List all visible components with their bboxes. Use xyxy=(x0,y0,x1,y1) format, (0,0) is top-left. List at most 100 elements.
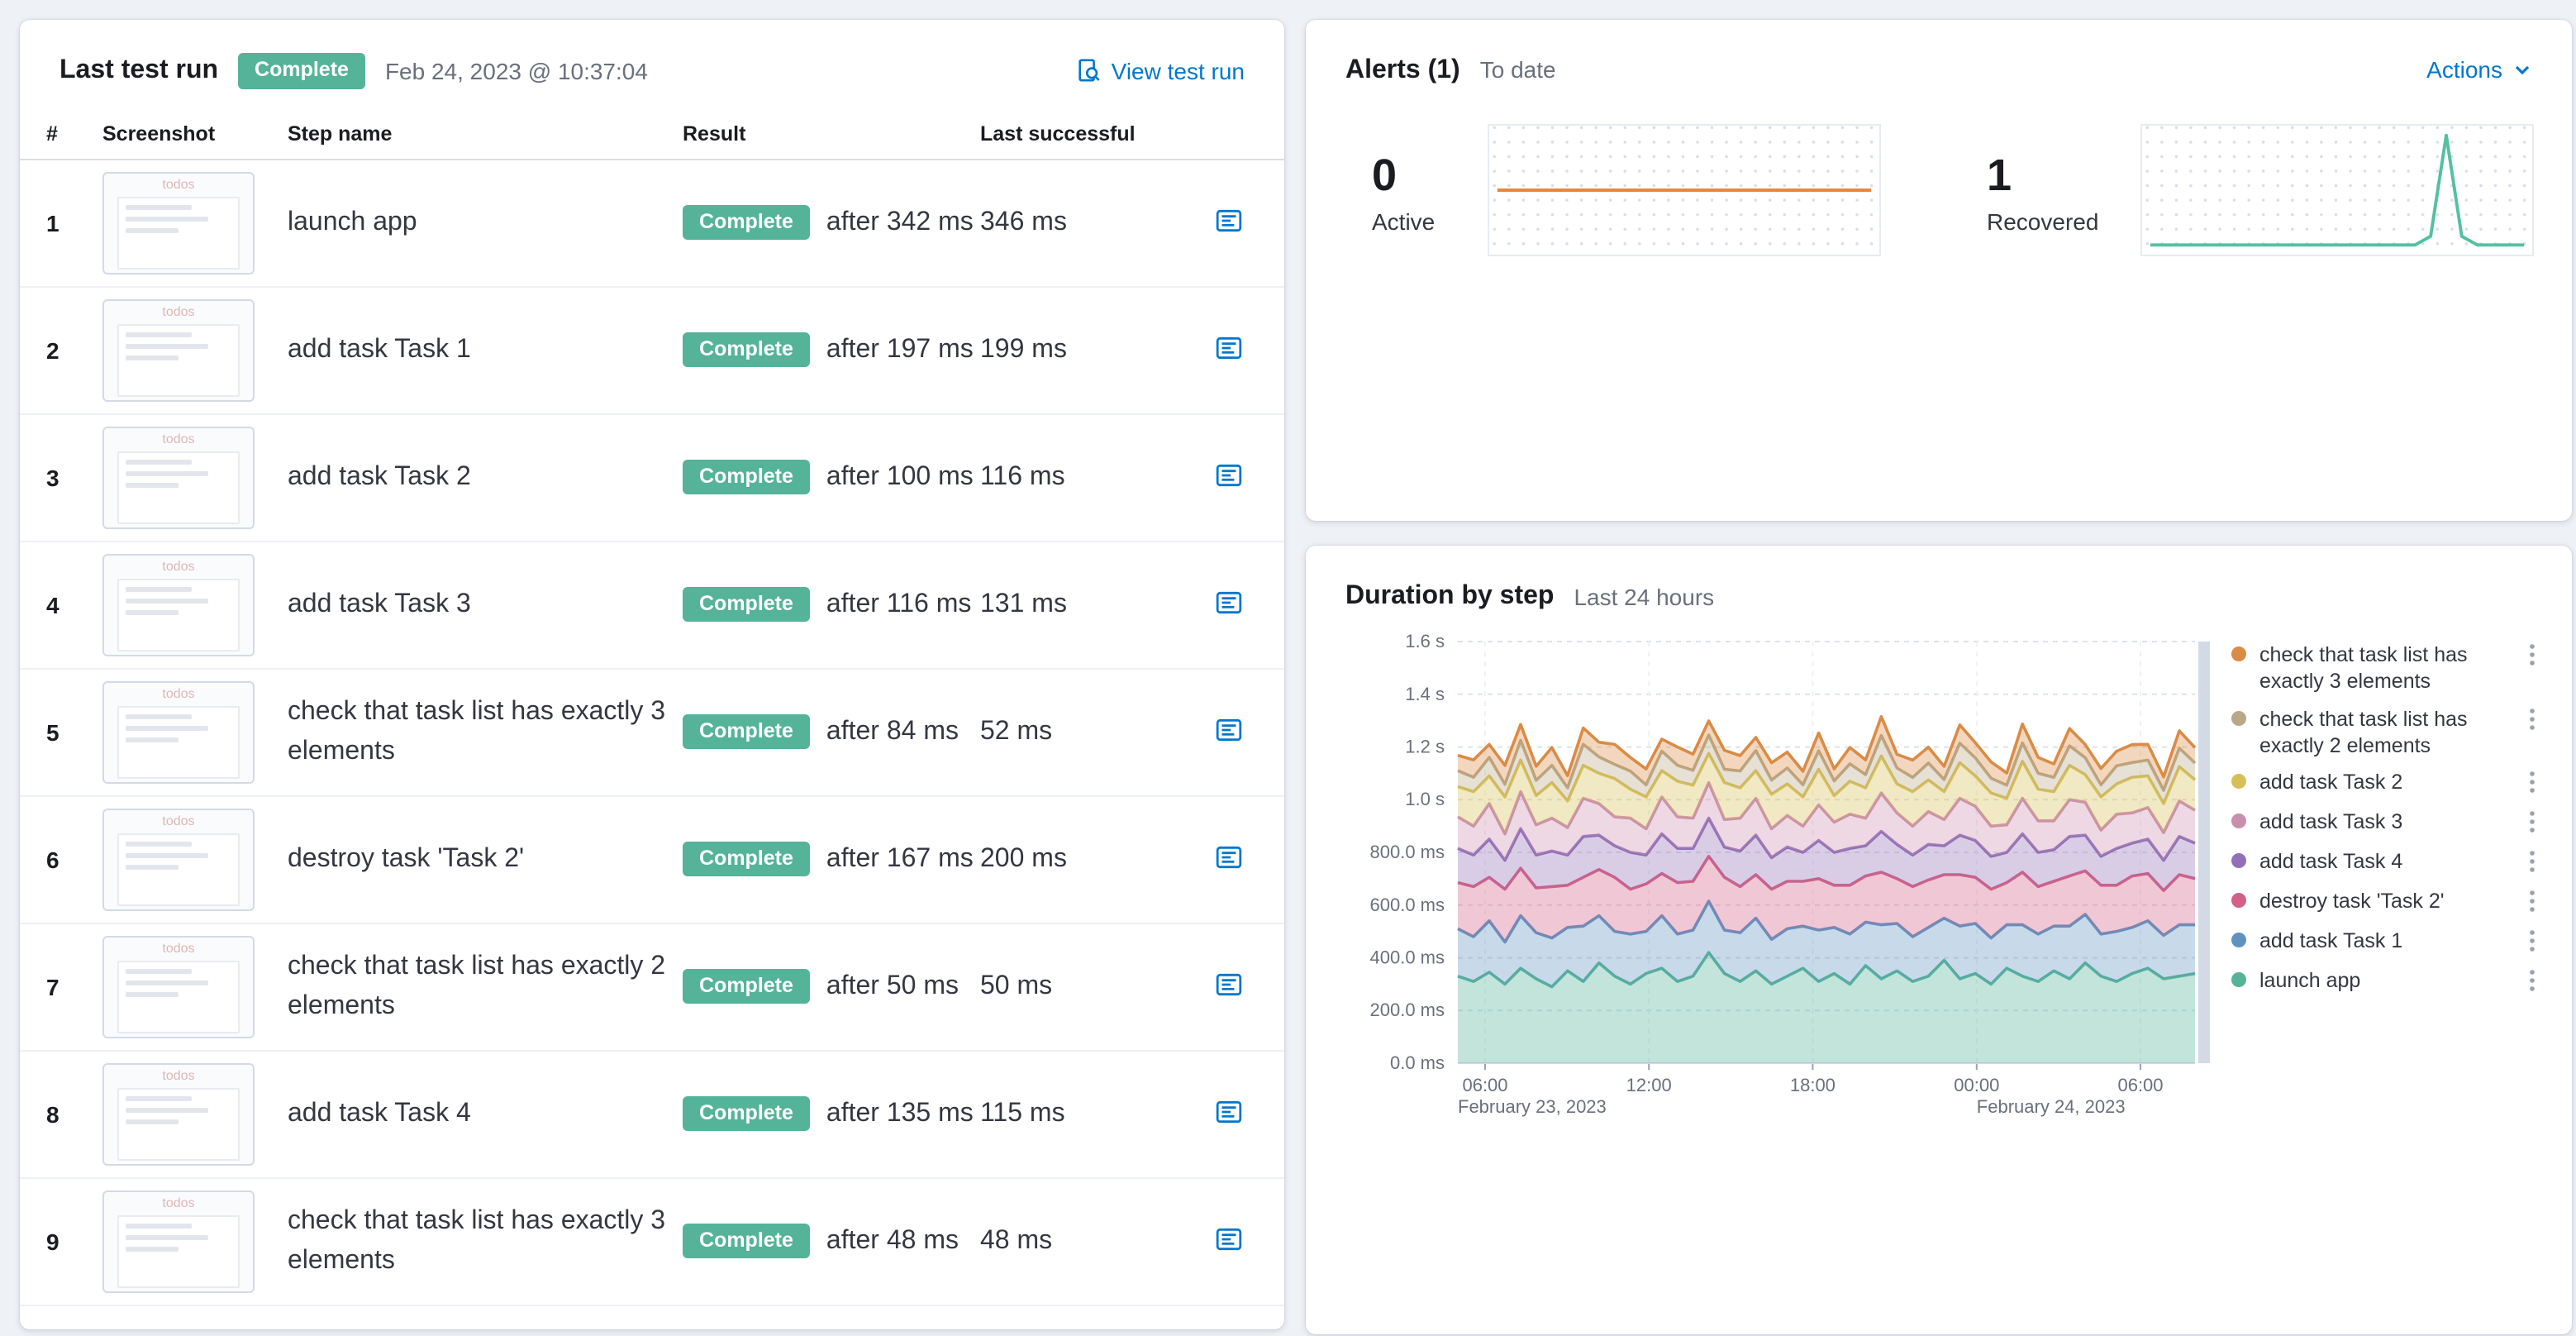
performance-breakdown-icon xyxy=(1214,970,1242,1003)
legend-color-dot xyxy=(2231,647,2246,661)
svg-text:1.4 s: 1.4 s xyxy=(1405,684,1445,704)
thumbnail-line xyxy=(126,1246,179,1252)
legend-item-label[interactable]: check that task list has exactly 3 eleme… xyxy=(2259,643,2468,694)
thumbnail-line xyxy=(126,482,179,488)
step-name: destroy task 'Task 2' xyxy=(288,845,525,874)
thumbnail-line xyxy=(126,609,179,615)
step-last-successful: 50 ms xyxy=(980,971,1053,1000)
step-result-cell: Complete after 50 ms xyxy=(683,968,967,1004)
step-result-cell: Complete after 197 ms xyxy=(683,332,974,368)
step-screenshot-thumbnail[interactable]: todos xyxy=(102,298,255,402)
performance-breakdown-icon xyxy=(1214,588,1242,621)
thumbnail-line xyxy=(126,1223,192,1229)
step-last-successful: 200 ms xyxy=(980,844,1067,873)
step-screenshot-thumbnail[interactable]: todos xyxy=(102,808,255,911)
thumbnail-line xyxy=(126,841,192,847)
step-screenshot-thumbnail[interactable]: todos xyxy=(102,1062,255,1166)
thumbnail-line xyxy=(126,355,179,360)
legend-item-menu-button[interactable] xyxy=(2526,771,2539,799)
svg-text:0.0 ms: 0.0 ms xyxy=(1390,1052,1445,1073)
thumbnail-line xyxy=(126,864,179,870)
thumbnail-line xyxy=(126,852,208,858)
legend-color-dot xyxy=(2231,814,2246,828)
panel-title: Last test run xyxy=(60,55,219,84)
legend-item-label[interactable]: check that task list has exactly 2 eleme… xyxy=(2259,707,2468,757)
legend-item: launch app xyxy=(2231,967,2539,997)
step-detail-button[interactable] xyxy=(1205,454,1251,500)
legend-item-label[interactable]: add task Task 2 xyxy=(2259,771,2403,794)
step-detail-button[interactable] xyxy=(1205,327,1251,373)
thumbnail-app-title: todos xyxy=(162,1195,195,1210)
step-detail-button[interactable] xyxy=(1205,709,1251,755)
legend-item-menu-button[interactable] xyxy=(2526,643,2539,671)
alerts-actions-button[interactable]: Actions xyxy=(2426,56,2532,83)
alerts-header: Alerts (1) To date Actions xyxy=(1306,20,2572,86)
step-name: launch app xyxy=(288,208,417,237)
step-screenshot-thumbnail[interactable]: todos xyxy=(102,171,255,274)
table-header: # Screenshot Step name Result Last succe… xyxy=(20,108,1284,160)
col-header-screenshot: Screenshot xyxy=(102,122,216,146)
step-result-cell: Complete after 48 ms xyxy=(683,1223,967,1259)
svg-text:600.0 ms: 600.0 ms xyxy=(1370,895,1445,915)
test-run-table-body: 1 todos launch app Complete after 342 ms 346 … xyxy=(20,160,1284,1306)
svg-text:200.0 ms: 200.0 ms xyxy=(1370,1000,1445,1020)
step-screenshot-thumbnail[interactable]: todos xyxy=(102,1190,255,1293)
legend-item-menu-button[interactable] xyxy=(2526,850,2539,878)
step-status-badge: Complete xyxy=(683,204,810,241)
step-duration-text: after 342 ms xyxy=(826,208,974,236)
view-test-run-link[interactable]: View test run xyxy=(1077,58,1245,84)
legend-item-label[interactable]: destroy task 'Task 2' xyxy=(2259,890,2445,913)
step-screenshot-thumbnail[interactable]: todos xyxy=(102,426,255,529)
step-result-cell: Complete after 100 ms xyxy=(683,459,974,495)
legend-item-menu-button[interactable] xyxy=(2526,890,2539,918)
step-detail-button[interactable] xyxy=(1205,963,1251,1009)
thumbnail-line xyxy=(126,216,208,222)
legend-item-menu-button[interactable] xyxy=(2526,707,2539,735)
step-last-successful: 199 ms xyxy=(980,335,1067,364)
table-row: 4 todos add task Task 3 Complete after 116 m… xyxy=(20,542,1284,670)
step-duration-text: after 84 ms xyxy=(826,717,959,746)
step-result-cell: Complete after 135 ms xyxy=(683,1095,974,1132)
legend-color-dot xyxy=(2231,893,2246,908)
alerts-panel: Alerts (1) To date Actions 0 Active 1 Re… xyxy=(1306,20,2572,521)
thumbnail-line xyxy=(126,459,192,465)
step-status-badge: Complete xyxy=(683,459,810,495)
legend-item-label[interactable]: add task Task 3 xyxy=(2259,810,2403,833)
legend-item-menu-button[interactable] xyxy=(2526,810,2539,838)
ellipsis-menu-icon xyxy=(2529,851,2536,878)
svg-text:400.0 ms: 400.0 ms xyxy=(1370,947,1445,968)
step-screenshot-thumbnail[interactable]: todos xyxy=(102,553,255,656)
thumbnail-app-title: todos xyxy=(162,303,195,319)
legend-item-label[interactable]: launch app xyxy=(2259,969,2361,992)
thumbnail-line xyxy=(126,343,208,349)
step-detail-button[interactable] xyxy=(1205,199,1251,246)
thumbnail-line xyxy=(126,598,208,604)
thumbnail-content xyxy=(117,451,240,524)
legend-item-menu-button[interactable] xyxy=(2526,969,2539,997)
legend-item: add task Task 3 xyxy=(2231,809,2539,838)
performance-breakdown-icon xyxy=(1214,333,1242,366)
thumbnail-line xyxy=(126,1107,208,1113)
step-result-cell: Complete after 342 ms xyxy=(683,204,974,241)
svg-text:800.0 ms: 800.0 ms xyxy=(1370,842,1445,862)
step-screenshot-thumbnail[interactable]: todos xyxy=(102,680,255,784)
thumbnail-line xyxy=(126,204,192,210)
step-number: 5 xyxy=(46,718,60,746)
thumbnail-line xyxy=(126,725,208,731)
legend-item-label[interactable]: add task Task 4 xyxy=(2259,850,2403,873)
step-detail-button[interactable] xyxy=(1205,1090,1251,1137)
table-row: 6 todos destroy task 'Task 2' Complete after… xyxy=(20,796,1284,924)
step-detail-button[interactable] xyxy=(1205,1218,1251,1264)
legend-color-dot xyxy=(2231,710,2246,725)
step-detail-button[interactable] xyxy=(1205,836,1251,882)
performance-breakdown-icon xyxy=(1214,1224,1242,1257)
test-run-status-badge: Complete xyxy=(238,53,365,89)
legend-item-label[interactable]: add task Task 1 xyxy=(2259,929,2403,952)
table-row: 5 todos check that task list has exactly 3… xyxy=(20,669,1284,797)
step-screenshot-thumbnail[interactable]: todos xyxy=(102,935,255,1038)
legend-color-dot xyxy=(2231,972,2246,987)
step-detail-button[interactable] xyxy=(1205,581,1251,627)
legend-item-menu-button[interactable] xyxy=(2526,929,2539,957)
alerts-title: Alerts (1) xyxy=(1345,56,1460,84)
